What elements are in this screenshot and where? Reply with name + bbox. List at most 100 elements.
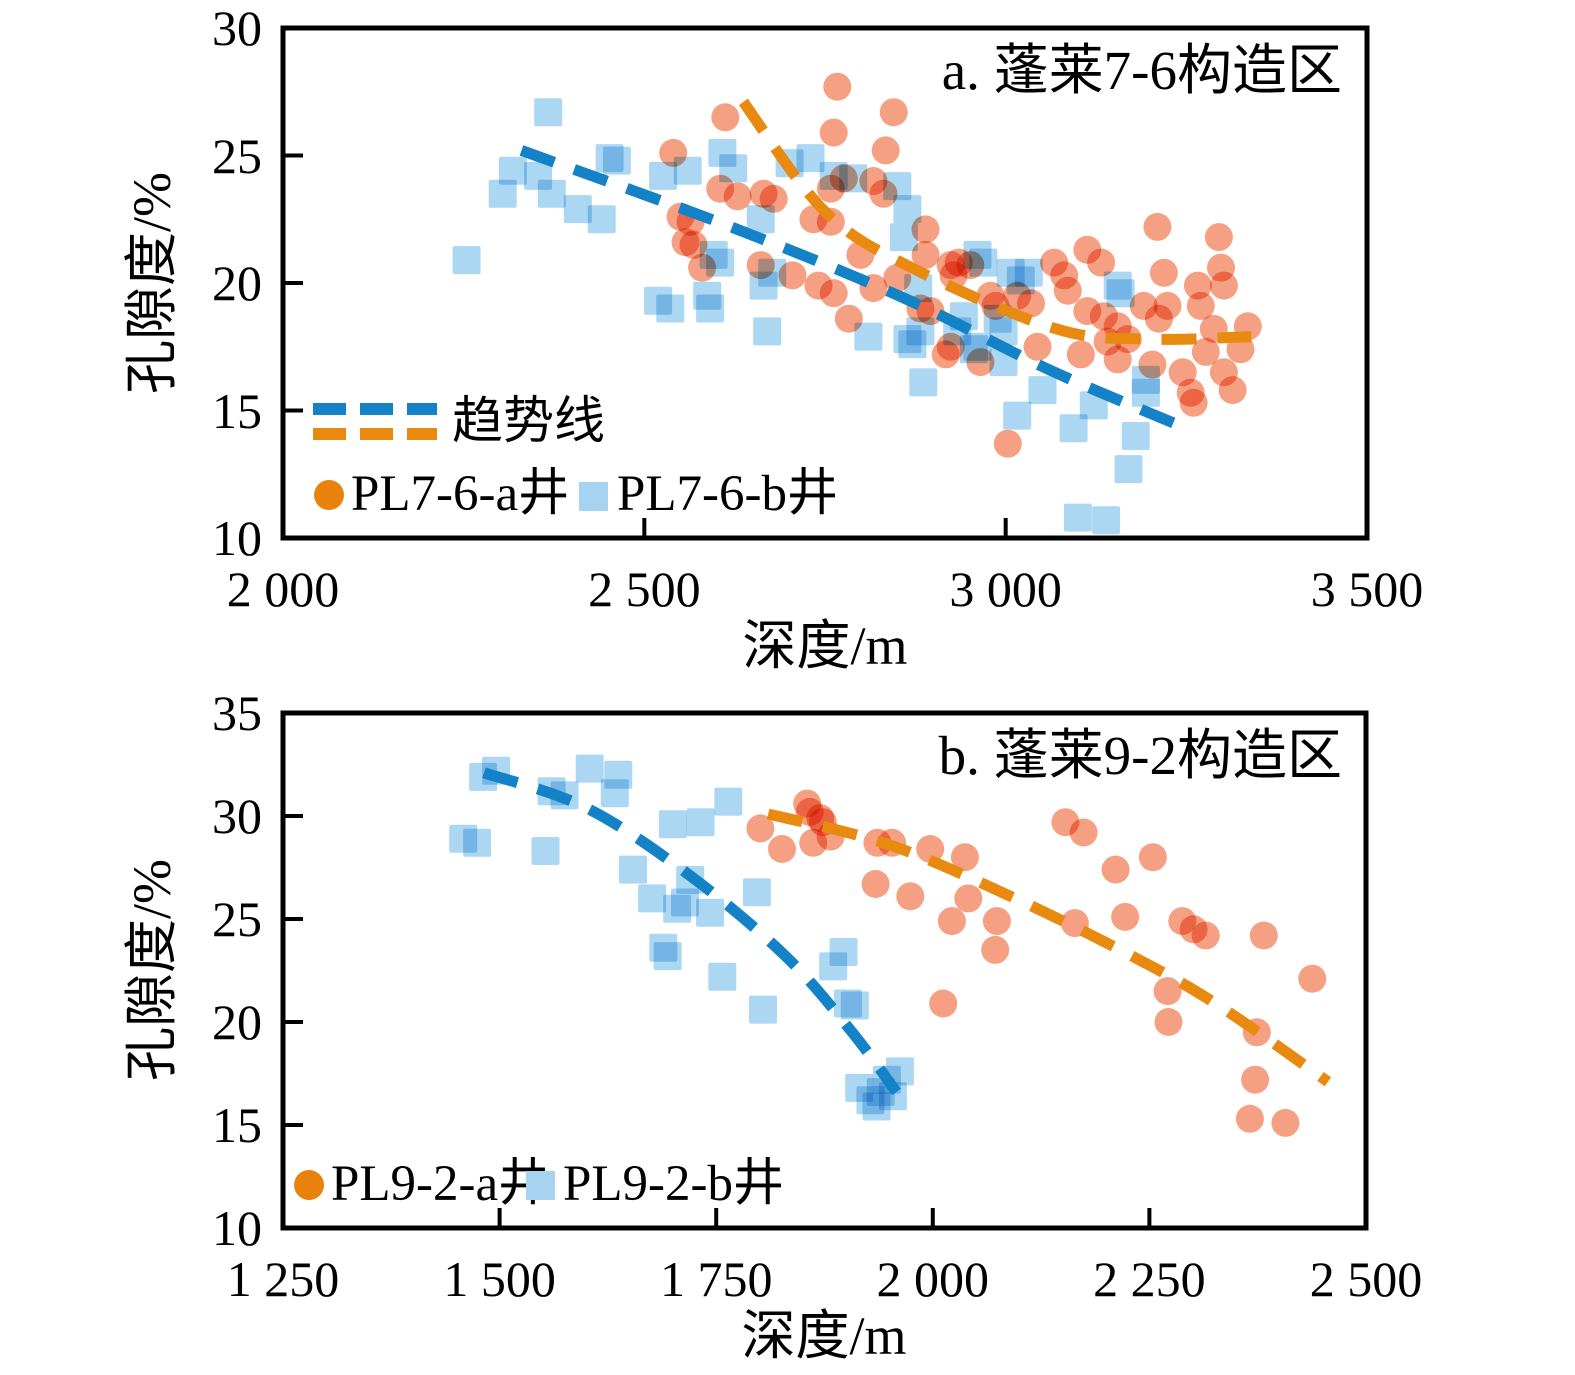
x-tick-label: 3 000 (949, 561, 1062, 617)
data-point-circle (939, 261, 968, 290)
data-point-square (904, 274, 933, 303)
data-point-square (649, 161, 678, 190)
data-point-circle (993, 429, 1022, 458)
data-point-square (587, 205, 616, 234)
data-point-circle (911, 240, 940, 269)
data-point-circle (746, 814, 775, 843)
data-point-circle (937, 907, 966, 936)
data-point-square (1063, 503, 1092, 532)
legend-label-pl92b: PL9-2-b井 (563, 1156, 784, 1212)
panel-a-y-axis-label: 孔隙度/% (122, 172, 182, 394)
data-point-square (742, 878, 771, 907)
data-point-circle (1235, 1104, 1264, 1133)
data-point-square (531, 837, 560, 865)
panel-b-y-axis-label: 孔隙度/% (122, 859, 182, 1081)
data-point-square (714, 787, 743, 816)
data-point-circle (1241, 1065, 1270, 1094)
data-point-square (854, 322, 883, 351)
x-tick-label: 2 000 (226, 561, 340, 617)
data-point-square (959, 335, 988, 364)
data-point-square (1092, 506, 1121, 535)
data-point-square (488, 179, 517, 208)
data-point-circle (1218, 376, 1247, 405)
x-tick-label: 2 250 (1093, 1251, 1206, 1307)
data-point-circle (1069, 818, 1098, 847)
data-point-square (696, 898, 725, 927)
data-point-circle (768, 835, 796, 863)
data-point-square (638, 884, 667, 913)
data-point-circle (1298, 964, 1327, 993)
data-point-square (575, 754, 604, 783)
data-point-square (1003, 401, 1032, 430)
data-point-square (1121, 422, 1150, 450)
y-tick-label: 25 (212, 891, 262, 947)
data-point-square (1131, 378, 1160, 407)
data-point-circle (929, 989, 958, 1018)
data-point-circle (1154, 1008, 1183, 1036)
data-point-square (883, 172, 912, 201)
data-point-square (796, 144, 825, 173)
data-point-square (498, 156, 527, 185)
data-point-circle (982, 907, 1011, 936)
data-point-square (1059, 414, 1088, 443)
data-point-circle (723, 182, 752, 211)
data-point-circle (1204, 223, 1233, 252)
legend-label-pl76b: PL7-6-b井 (617, 466, 838, 522)
data-point-circle (819, 118, 848, 147)
data-point-square (889, 223, 918, 252)
y-tick-label: 25 (212, 127, 262, 184)
data-point-square (840, 991, 869, 1020)
data-point-circle (1101, 855, 1130, 884)
series-pl76a-dot-icon (314, 480, 344, 510)
data-point-square (686, 808, 715, 837)
data-point-square (696, 294, 725, 323)
data-point-circle (879, 98, 908, 127)
y-tick-label: 10 (212, 510, 262, 566)
data-point-square (893, 195, 922, 224)
y-tick-label: 15 (212, 382, 262, 439)
data-point-circle (1138, 843, 1167, 872)
data-point-square (602, 146, 631, 175)
data-point-square (969, 248, 998, 277)
series-PL7-6-a井 (659, 72, 1262, 458)
data-point-circle (950, 843, 979, 872)
data-point-circle (1023, 332, 1052, 361)
y-tick-label: 30 (212, 0, 262, 56)
data-point-square (749, 271, 778, 300)
trend-line-blue (482, 767, 901, 1096)
data-point-square (671, 888, 699, 917)
data-point-square (1028, 376, 1057, 405)
data-point-square (909, 368, 938, 397)
y-tick-label: 20 (212, 255, 262, 311)
data-point-circle (1191, 921, 1220, 950)
data-point-square (653, 942, 682, 971)
trend-line-orange (766, 808, 1332, 1087)
data-point-circle (1144, 304, 1173, 333)
data-point-circle (819, 279, 848, 308)
panel-b-x-axis-label: 深度/m (741, 1306, 907, 1366)
data-point-circle (871, 136, 900, 165)
data-point-circle (861, 870, 890, 898)
x-tick-label: 1 250 (226, 1251, 340, 1307)
trend-legend-label: 趋势线 (452, 394, 606, 450)
data-point-square (604, 760, 633, 789)
data-point-square (749, 995, 777, 1024)
data-point-circle (1153, 977, 1182, 1006)
y-tick-label: 20 (212, 994, 262, 1050)
series-pl76b-square-icon (579, 482, 608, 511)
x-tick-label: 2 500 (588, 561, 701, 617)
data-point-circle (954, 884, 983, 913)
data-point-circle (981, 935, 1010, 964)
data-point-square (1106, 279, 1135, 308)
data-point-square (753, 317, 782, 346)
data-point-square (746, 205, 775, 234)
data-point-square (452, 246, 481, 275)
data-point-square (1114, 455, 1143, 484)
data-point-square (658, 810, 687, 839)
data-point-circle (1168, 358, 1197, 387)
data-point-square (1014, 258, 1043, 287)
series-PL9-2-b井 (449, 754, 914, 1121)
y-tick-label: 10 (212, 1200, 262, 1256)
panel-a-title: a. 蓬莱7-6构造区 (941, 40, 1342, 101)
